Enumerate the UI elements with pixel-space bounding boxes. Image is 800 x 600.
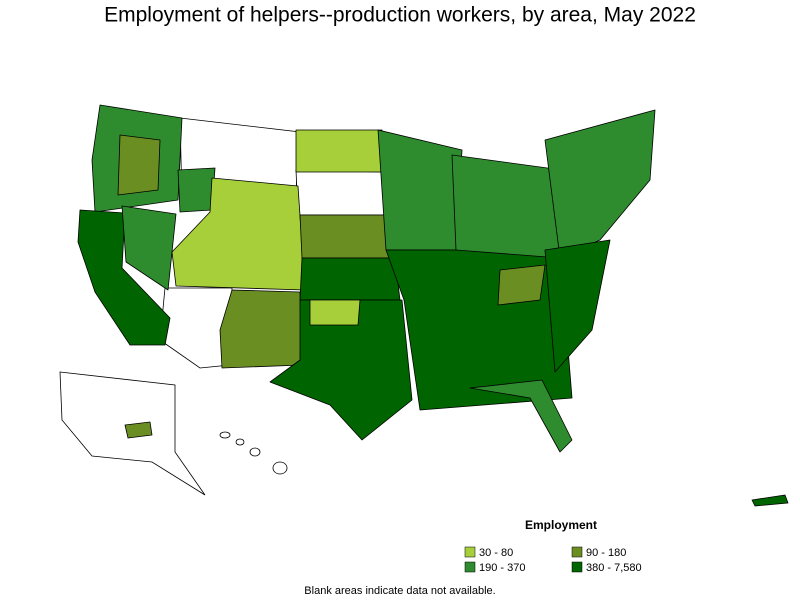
region [451, 154, 563, 259]
region [295, 169, 387, 216]
legend-label: 90 - 180 [586, 547, 626, 559]
legend-label: 190 - 370 [479, 562, 525, 574]
legend-swatch [464, 546, 476, 558]
region [219, 289, 303, 369]
region [269, 299, 413, 441]
puerto-rico [751, 494, 789, 507]
region [497, 264, 546, 306]
region [299, 214, 393, 259]
region [171, 177, 306, 291]
legend-label: 30 - 80 [479, 547, 513, 559]
region [544, 239, 611, 373]
legend-swatch [571, 546, 583, 558]
region [544, 109, 656, 259]
region [177, 167, 216, 213]
legend-label: 380 - 7,580 [586, 562, 642, 574]
region [299, 257, 401, 301]
hawaii [219, 431, 288, 475]
legend-swatch [571, 561, 583, 573]
map-title: Employment of helpers--production worker… [104, 4, 696, 27]
region [124, 421, 153, 439]
us-map [59, 104, 789, 507]
legend-swatch [464, 561, 476, 573]
legend-title: Employment [525, 518, 597, 532]
footnote: Blank areas indicate data not available. [304, 585, 495, 597]
region [121, 205, 177, 291]
region [377, 129, 463, 251]
region [469, 379, 573, 453]
region [295, 129, 383, 173]
region [117, 134, 161, 196]
region [309, 299, 361, 326]
legend: 30 - 80 90 - 180 190 - 370 380 - 7,580 [464, 546, 642, 574]
